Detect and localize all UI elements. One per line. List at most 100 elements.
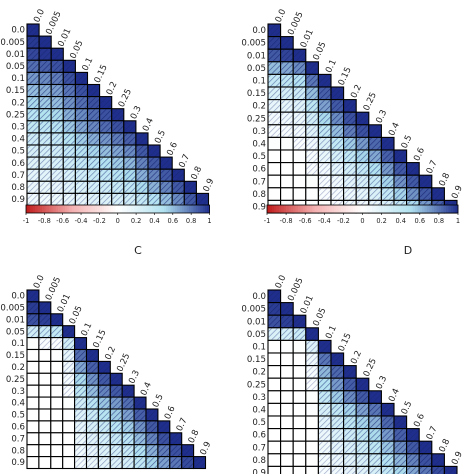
- heatmap-cell: [292, 365, 307, 379]
- colorbar-segment: [133, 205, 137, 213]
- colorbar-segment: [184, 205, 187, 213]
- heatmap-cell: [50, 432, 64, 446]
- heatmap-cell-hatch: [356, 404, 369, 416]
- heatmap-cell-hatch: [268, 87, 280, 99]
- heatmap-cell-hatch: [331, 391, 343, 403]
- heatmap-cell-hatch: [134, 397, 146, 409]
- heatmap-cell-hatch: [419, 188, 432, 200]
- heatmap-cell-hatch: [281, 315, 293, 328]
- heatmap-cell-hatch: [281, 125, 293, 137]
- colorbar-segment: [30, 205, 34, 213]
- row-label: 0.01: [247, 51, 266, 61]
- heatmap-cell-hatch: [136, 169, 148, 181]
- colorbar-segment: [67, 205, 70, 213]
- heatmap-cell: [292, 415, 307, 430]
- heatmap-cell-hatch: [306, 87, 318, 99]
- heatmap-cell: [280, 365, 294, 379]
- colorbar-segment: [122, 205, 125, 213]
- heatmap-cell-hatch: [356, 112, 369, 125]
- heatmap-cell-hatch: [39, 60, 51, 72]
- colorbar-segment: [290, 205, 294, 213]
- heatmap-cell-hatch: [146, 409, 158, 421]
- heatmap-cell-hatch: [382, 188, 394, 200]
- heatmap-cell-hatch: [319, 353, 331, 365]
- heatmap-cell-hatch: [63, 373, 74, 385]
- heatmap-cell: [38, 420, 52, 434]
- heatmap-cell-hatch: [293, 62, 306, 74]
- colorbar-segment: [407, 205, 411, 213]
- heatmap-cell: [280, 440, 294, 455]
- row-label: 0.4: [11, 135, 25, 145]
- heatmap-cell-hatch: [319, 87, 331, 99]
- colorbar-segment: [336, 205, 339, 213]
- diagonal-label: 0.1: [80, 321, 95, 338]
- heatmap-cell-hatch: [331, 378, 343, 391]
- heatmap-cell-hatch: [27, 169, 39, 181]
- heatmap-cell-hatch: [27, 24, 39, 36]
- heatmap-cell: [62, 456, 76, 470]
- heatmap-cell: [280, 352, 294, 367]
- colorbar-segment: [302, 205, 306, 213]
- row-label: 0.6: [252, 165, 266, 175]
- colorbar-segment: [35, 205, 38, 213]
- colorbar-segment: [78, 205, 82, 213]
- heatmap-cell-hatch: [160, 194, 172, 205]
- heatmap-cell-hatch: [344, 125, 356, 137]
- colorbar-tick-label: 0.8: [434, 217, 445, 225]
- diagonal-label: 0.25: [117, 87, 134, 109]
- colorbar-segment: [364, 205, 368, 213]
- diagonal-label: 0.0: [274, 274, 289, 291]
- heatmap-cell: [292, 465, 307, 474]
- heatmap-cell-hatch: [319, 454, 331, 466]
- heatmap-cell-hatch: [394, 429, 406, 441]
- heatmap-cell-hatch: [63, 133, 75, 145]
- heatmap-cell-hatch: [39, 181, 51, 193]
- heatmap-cell: [292, 174, 307, 189]
- row-label: 0.005: [241, 305, 266, 315]
- heatmap-cell-hatch: [76, 73, 87, 84]
- heatmap-cell-hatch: [268, 100, 280, 112]
- diagonal-label: 0.25: [115, 352, 132, 374]
- row-label: 0.1: [11, 74, 25, 84]
- colorbar-segment: [393, 205, 397, 213]
- colorbar-segment: [90, 205, 93, 213]
- colorbar-tick-label: -0.4: [75, 217, 88, 225]
- heatmap-cell-hatch: [63, 121, 75, 133]
- heatmap-cell-hatch: [331, 125, 343, 137]
- heatmap-cell-hatch: [319, 100, 331, 112]
- row-label: 0.01: [6, 315, 25, 325]
- heatmap-cell-hatch: [76, 157, 87, 169]
- heatmap-cell-hatch: [369, 416, 381, 428]
- heatmap-cell-hatch: [331, 467, 343, 474]
- heatmap-cell-hatch: [75, 433, 86, 445]
- heatmap-cell: [38, 372, 52, 386]
- heatmap-cell-hatch: [319, 163, 331, 175]
- heatmap-cell: [305, 415, 319, 430]
- heatmap-cell-hatch: [319, 125, 331, 137]
- heatmap-cell-hatch: [63, 338, 74, 349]
- colorbar-segment: [138, 205, 141, 213]
- heatmap-cell-hatch: [407, 163, 419, 175]
- heatmap-cell: [26, 348, 40, 362]
- heatmap-cell: [305, 390, 319, 404]
- colorbar-segment: [317, 205, 320, 213]
- heatmap-cell: [50, 456, 64, 470]
- colorbar-tick-label: 0.4: [395, 217, 406, 225]
- heatmap-cell-hatch: [134, 421, 146, 433]
- colorbar-segment: [341, 205, 344, 213]
- diagonal-label: 0.6: [165, 141, 180, 158]
- colorbar-segment: [374, 205, 378, 213]
- heatmap-cell-hatch: [268, 112, 280, 125]
- colorbar-segment: [161, 205, 164, 213]
- colorbar-segment: [345, 205, 349, 213]
- diagonal-label: 0.4: [141, 117, 156, 134]
- heatmap-cell-hatch: [63, 169, 75, 181]
- heatmap-cell-hatch: [331, 441, 343, 454]
- colorbar-segment: [422, 205, 425, 213]
- heatmap-cell-hatch: [268, 290, 280, 302]
- colorbar-segment: [159, 205, 162, 213]
- colorbar-segment: [85, 205, 89, 213]
- colorbar-segment: [76, 205, 80, 213]
- diagonal-label: 0.9: [199, 440, 214, 457]
- heatmap-cell-hatch: [88, 85, 99, 96]
